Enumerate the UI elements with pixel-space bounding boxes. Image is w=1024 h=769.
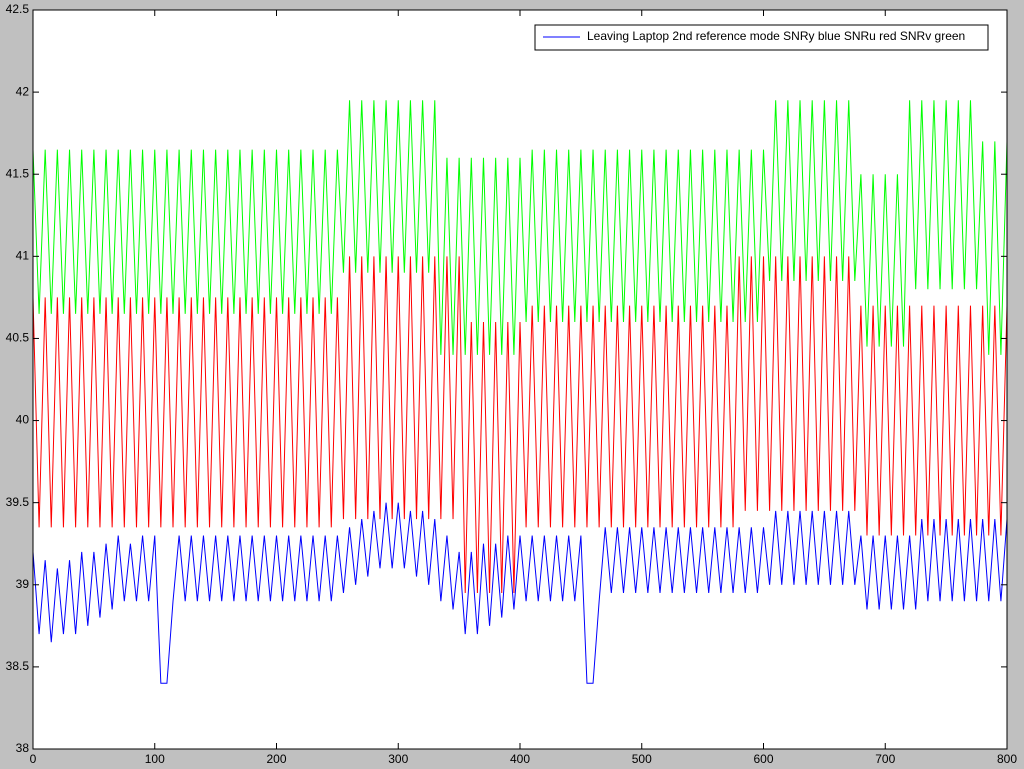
y-tick-label: 39.5 (6, 495, 30, 509)
y-tick-label: 42.5 (6, 2, 30, 16)
y-tick-label: 41.5 (6, 166, 30, 180)
x-tick-label: 200 (266, 752, 286, 766)
x-tick-label: 100 (145, 752, 165, 766)
series-line (33, 100, 1007, 355)
x-tick-label: 700 (875, 752, 895, 766)
y-tick-label: 38 (16, 741, 30, 755)
y-tick-label: 42 (16, 84, 30, 98)
series-line (33, 256, 1007, 594)
plot-lines (33, 100, 1007, 684)
x-tick-label: 600 (753, 752, 773, 766)
series-line (33, 502, 1007, 684)
legend-box (534, 24, 989, 51)
x-tick-label: 800 (997, 752, 1017, 766)
y-tick-label: 41 (16, 249, 30, 263)
y-tick-label: 39 (16, 577, 30, 591)
plot-area (33, 10, 1007, 749)
x-tick-label: 500 (632, 752, 652, 766)
legend-label: Leaving Laptop 2nd reference mode SNRy b… (587, 29, 965, 43)
y-tick-label: 40.5 (6, 331, 30, 345)
y-tick-label: 38.5 (6, 659, 30, 673)
x-tick-label: 400 (510, 752, 530, 766)
x-tick-label: 0 (30, 752, 37, 766)
y-tick-label: 40 (16, 413, 30, 427)
x-tick-label: 300 (388, 752, 408, 766)
